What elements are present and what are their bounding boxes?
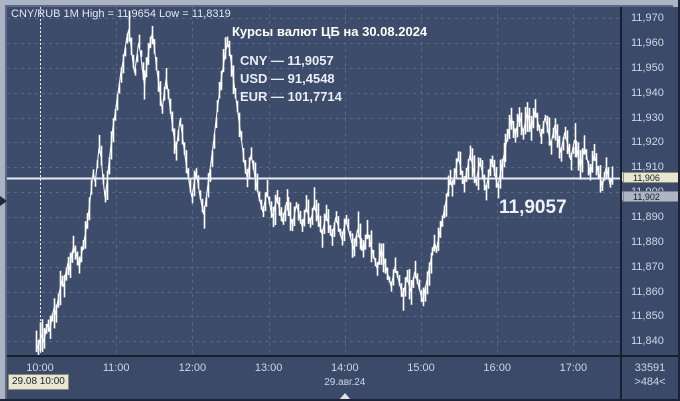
price-tick-label: 11,870 [631,260,664,273]
price-tick-label: 11,910 [631,161,664,174]
price-tick-label: 11,970 [631,12,664,25]
price-tick-label: 11,850 [631,310,664,323]
time-tick-label: 11:00 [102,362,130,374]
time-axis[interactable]: 10:00 11:00 12:00 13:00 14:00 15:00 16:00 17:00… [7,355,620,399]
price-tick-label: 11,860 [631,285,664,298]
price-tag-cream[interactable]: 11,906 [623,172,678,184]
date-label: 29.авг.24 [324,377,366,388]
price-tick-label: 11,940 [631,86,664,99]
chart-canvas [7,7,620,355]
price-tick-label: 11,880 [631,235,664,248]
time-crosshair-tooltip: 29.08 10:00 [8,374,69,390]
time-tick-label: 10:00 [26,362,54,374]
corner-value-volume: 33591 [634,362,666,374]
time-axis-marker-icon [338,393,351,399]
last-price-label: 11,9057 [499,197,567,218]
price-tag-gray[interactable]: 11,902 [623,191,678,203]
series-header-label: CNY/RUB 1M High = 11,9654 Low = 11,8319 [11,8,231,20]
time-tick-label: 13:00 [254,362,283,374]
annotation-row-usd: USD — 91,4548 [240,71,335,86]
price-tag-arrow-icon [622,191,623,202]
price-tick-label: 11,840 [631,335,664,348]
price-tick-label: 11,930 [631,111,664,124]
time-tick-label: 16:00 [483,362,511,374]
window-frame-top [0,0,680,7]
window-frame-top-inner [7,5,673,7]
annotation-title: Курсы валют ЦБ на 30.08.2024 [232,24,428,39]
price-tag-arrow-icon [622,172,623,183]
chart-plot-area[interactable]: CNY/RUB 1M High = 11,9654 Low = 11,8319 … [7,7,620,355]
time-tick-label: 15:00 [407,362,435,374]
crosshair-left-pointer-icon [0,196,7,206]
time-tick-label: 12:00 [178,362,207,374]
window-frame-right [678,0,680,401]
price-tick-label: 11,890 [631,211,664,224]
annotation-row-eur: EUR — 101,7714 [240,89,342,104]
window-frame-bottom [0,399,680,401]
price-tick-label: 11,960 [631,37,664,50]
axis-corner-box[interactable]: 33591 >484< [620,355,678,399]
price-tick-label: 11,950 [631,61,664,74]
corner-value-bars: >484< [634,376,666,388]
annotation-block: Курсы валют ЦБ на 30.08.2024 CNY — 11,90… [232,24,427,107]
price-tick-label: 11,920 [631,136,664,149]
annotation-row-cny: CNY — 11,9057 [240,53,334,68]
time-tick-label: 17:00 [559,362,588,374]
time-tick-label: 14:00 [331,362,359,374]
price-axis[interactable]: 11,970 11,960 11,950 11,940 11,930 11,920 11,9… [620,7,678,355]
